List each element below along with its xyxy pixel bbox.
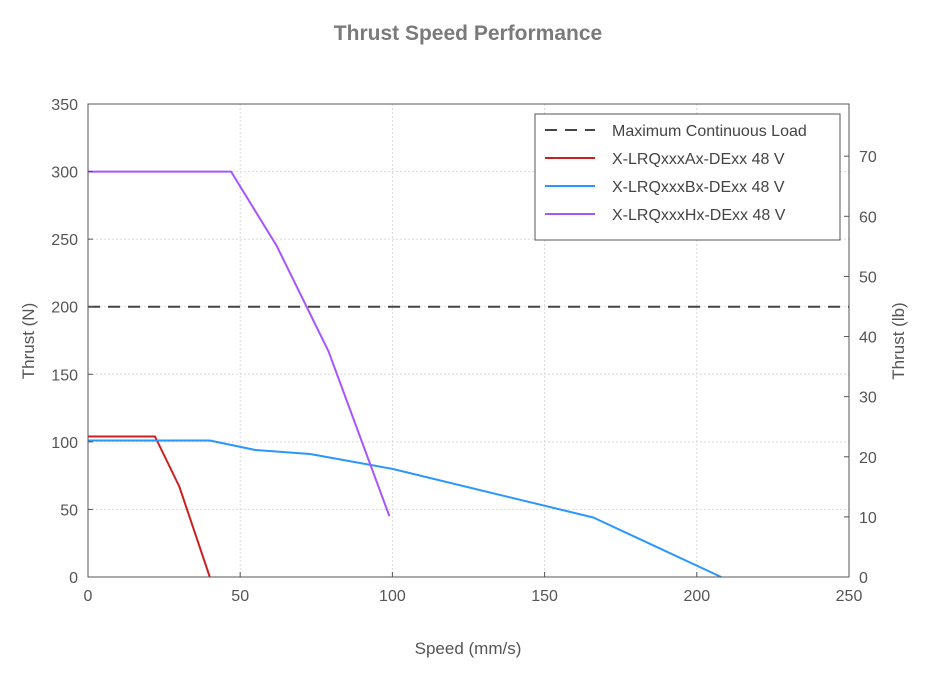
series-line-4 xyxy=(88,170,391,517)
legend-label: X-LRQxxxHx-DExx 48 V xyxy=(612,207,786,224)
x-tick-label: 250 xyxy=(836,588,863,605)
legend: Maximum Continuous Load X-LRQxxxAx-DExx 4… xyxy=(534,113,841,241)
y-tick-label: 150 xyxy=(51,367,78,384)
x-tick-label: 150 xyxy=(531,588,558,605)
y-tick-label: 200 xyxy=(51,300,78,317)
plot-frame xyxy=(87,103,850,578)
y2-axis-label: Thrust (lb) xyxy=(889,302,908,379)
x-tick-label: 50 xyxy=(231,588,249,605)
y-tick-label: 350 xyxy=(51,97,78,114)
axis-ticks: 0 50 100 150 200 2500501001502002503003500102… xyxy=(51,97,877,605)
x-axis-label: Speed (mm/s) xyxy=(415,639,522,658)
x-tick-label: 100 xyxy=(379,588,406,605)
series-line-3 xyxy=(88,439,722,578)
y-tick-label: 0 xyxy=(69,570,78,587)
y2-tick-label: 50 xyxy=(859,269,877,286)
y2-tick-label: 20 xyxy=(859,450,877,467)
y2-tick-label: 60 xyxy=(859,209,877,226)
series-line-2 xyxy=(88,435,211,578)
series-layer xyxy=(88,170,849,578)
y-tick-label: 50 xyxy=(60,502,78,519)
legend-label: X-LRQxxxAx-DExx 48 V xyxy=(612,151,785,168)
y2-tick-label: 40 xyxy=(859,330,877,347)
y-tick-label: 100 xyxy=(51,435,78,452)
y2-tick-label: 0 xyxy=(859,570,868,587)
x-tick-label: 0 xyxy=(84,588,93,605)
y-axis-label: Thrust (N) xyxy=(19,303,38,380)
y2-tick-label: 10 xyxy=(859,510,877,527)
legend-label: X-LRQxxxBx-DExx 48 V xyxy=(612,179,785,196)
y-tick-label: 250 xyxy=(51,232,78,249)
chart-title: Thrust Speed Performance xyxy=(334,22,602,45)
legend-box xyxy=(534,113,841,241)
y2-tick-label: 70 xyxy=(859,149,877,166)
y2-tick-label: 30 xyxy=(859,390,877,407)
y-tick-label: 300 xyxy=(51,165,78,182)
legend-label: Maximum Continuous Load xyxy=(612,123,807,140)
x-tick-label: 200 xyxy=(683,588,710,605)
